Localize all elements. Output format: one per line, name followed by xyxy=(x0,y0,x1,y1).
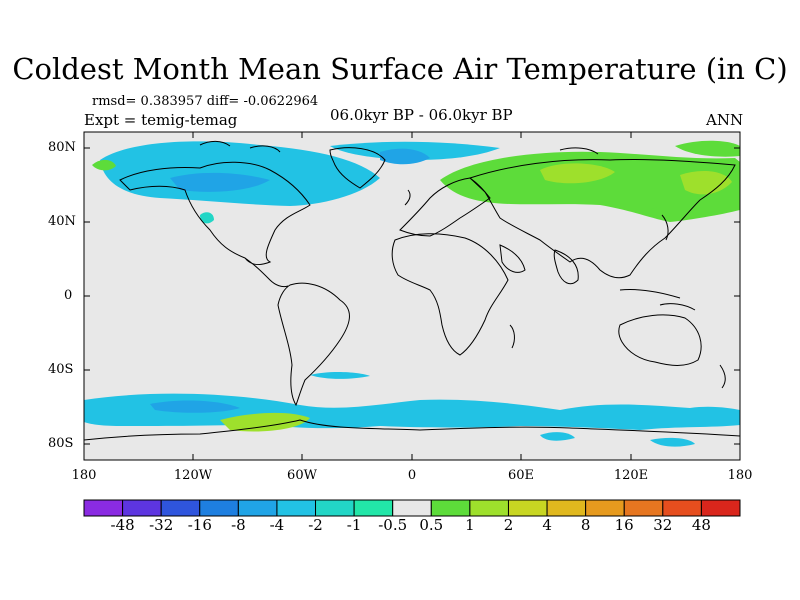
colorbar-box xyxy=(160,499,201,517)
anomaly-patch-seaa-cyan xyxy=(200,212,214,224)
axis-ticks xyxy=(83,132,741,460)
plot-title: Coldest Month Mean Surface Air Temperatu… xyxy=(12,52,788,86)
coastline-south-america xyxy=(277,282,350,407)
anomaly-patch-canada-blue xyxy=(170,172,270,192)
anomaly-patch-siberia-lime xyxy=(540,163,615,184)
colorbar-box xyxy=(700,499,741,517)
coastline-southeast-asia-islands xyxy=(619,289,696,311)
anomaly-patch-greenland-cyan xyxy=(100,141,380,206)
coastline-asia xyxy=(469,158,736,279)
lon-label-60E: 60E xyxy=(507,468,535,483)
coastline-north-america xyxy=(119,161,311,265)
colorbar-box xyxy=(623,499,664,517)
colorbar xyxy=(83,499,741,517)
coastline-australia xyxy=(618,314,702,366)
anomaly-patch-sub-antarctic-cyan xyxy=(310,372,370,379)
coastline-japan xyxy=(661,214,669,241)
lat-label-0: 0 xyxy=(64,288,73,303)
anomaly-patch-southern-ocean-blue xyxy=(150,400,240,413)
colorbar-label: 8 xyxy=(580,516,591,534)
lon-label-120E: 120E xyxy=(613,468,649,483)
colorbar-label: -32 xyxy=(149,516,174,534)
coastline-uk xyxy=(404,189,411,206)
colorbar-box xyxy=(353,499,394,517)
colorbar-box xyxy=(430,499,471,517)
stats-line: rmsd= 0.383957 diff= -0.0622964 xyxy=(92,94,319,109)
anomaly-patch-eurasia-green xyxy=(440,151,740,222)
colorbar-label: -1 xyxy=(346,516,362,534)
colorbar-box xyxy=(662,499,702,517)
colorbar-box xyxy=(546,499,587,517)
coastlines xyxy=(83,140,741,441)
colorbar-box xyxy=(276,499,317,517)
anomaly-patches xyxy=(84,140,740,447)
anomaly-patch-antarctic-lime xyxy=(220,412,310,432)
colorbar-box xyxy=(392,499,432,517)
lat-label-40S: 40S xyxy=(48,362,74,377)
colorbar-box xyxy=(199,499,239,517)
lon-label-0: 0 xyxy=(407,468,417,483)
lat-label-40N: 40N xyxy=(48,214,76,229)
anomaly-patch-east-asia-lime xyxy=(680,170,732,195)
colorbar-box xyxy=(122,499,162,517)
anomaly-patch-greenland-blue xyxy=(380,148,430,165)
colorbar-label: 48 xyxy=(691,516,711,534)
coastline-europe xyxy=(399,177,491,237)
lon-label-60W: 60W xyxy=(287,468,317,483)
coastline-madagascar xyxy=(509,324,515,349)
colorbar-label: 2 xyxy=(503,516,514,534)
colorbar-box xyxy=(585,499,625,517)
season-label: ANN xyxy=(706,111,744,129)
lon-label-180E: 180 xyxy=(727,468,753,483)
colorbar-label: -0.5 xyxy=(378,516,408,534)
colorbar-label: -16 xyxy=(187,516,212,534)
coastline-africa xyxy=(391,233,509,356)
lat-label-80N: 80N xyxy=(48,140,76,155)
anomaly-patch-arctic-green xyxy=(675,140,740,157)
colorbar-label: -48 xyxy=(110,516,135,534)
experiment-label: Expt = temig-temag xyxy=(84,111,238,129)
colorbar-box xyxy=(237,499,278,517)
colorbar-label: 4 xyxy=(542,516,552,534)
colorbar-box xyxy=(469,499,509,517)
coastline-greenland xyxy=(329,147,386,189)
lon-label-180W: 180 xyxy=(71,468,97,483)
coastline-central-america xyxy=(244,257,289,288)
coastline-antarctica xyxy=(83,419,741,441)
colorbar-label: 1 xyxy=(465,516,475,534)
colorbar-label: 0.5 xyxy=(419,516,444,534)
colorbar-label: 16 xyxy=(614,516,634,534)
coastline-arctic-islands xyxy=(199,140,599,155)
colorbar-box xyxy=(83,499,124,517)
coastline-new-zealand xyxy=(719,364,726,389)
anomaly-patch-far-south-cyan xyxy=(650,437,695,447)
coastline-india xyxy=(553,249,579,285)
map-frame-group xyxy=(83,131,741,461)
colorbar-label: -8 xyxy=(231,516,246,534)
colorbar-label: 32 xyxy=(653,516,673,534)
colorbar-box xyxy=(315,499,355,517)
anomaly-patch-east-antarctic-cyan xyxy=(540,432,575,441)
colorbar-box xyxy=(507,499,548,517)
colorbar-label: -2 xyxy=(308,516,323,534)
coastline-arabia xyxy=(499,244,526,273)
lon-label-120W: 120W xyxy=(173,468,213,483)
colorbar-label: -4 xyxy=(269,516,285,534)
lat-label-80S: 80S xyxy=(48,436,74,451)
anomaly-patch-na-green xyxy=(92,159,116,171)
period-label: 06.0kyr BP - 06.0kyr BP xyxy=(330,106,513,124)
